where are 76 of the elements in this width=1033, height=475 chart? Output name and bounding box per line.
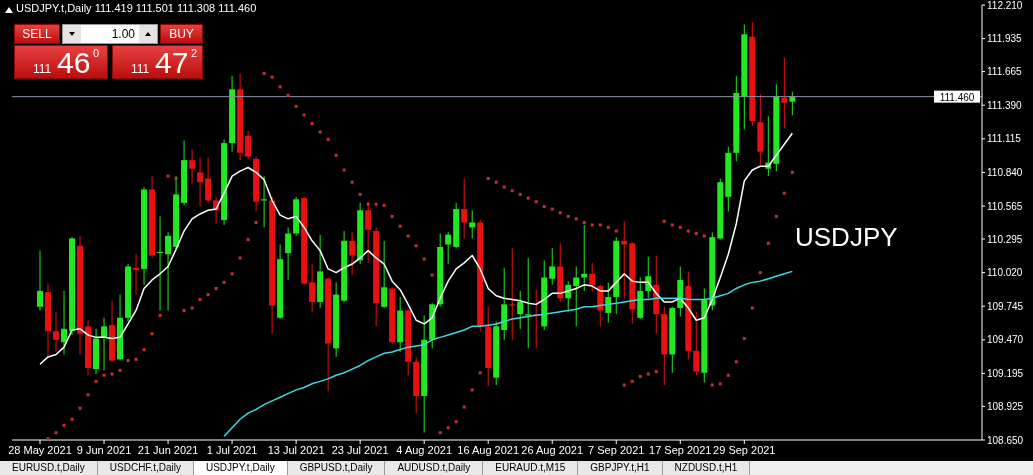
x-tick-label: 23 Jul 2021 [331, 443, 389, 456]
candlestick [261, 175, 268, 228]
candlestick [205, 157, 212, 204]
x-tick-label: 9 Jun 2021 [76, 443, 132, 456]
candlestick [349, 231, 356, 276]
candlestick [589, 262, 596, 292]
tab: NZDUSD.t,H1 [662, 461, 751, 475]
candlestick [445, 231, 452, 265]
annotation: 111 [131, 62, 150, 76]
candlestick [573, 265, 580, 327]
annotation: 46 [57, 46, 91, 80]
x-tick-label: 21 Jun 2021 [137, 443, 199, 456]
y-tick-label: 111.390 [987, 99, 1023, 111]
candlestick [517, 290, 524, 330]
y-tick-label: 110.295 [987, 233, 1023, 245]
tab: AUDUSD.t,Daily [385, 461, 484, 475]
lot-size-field: 1.00 [62, 24, 158, 44]
tab: EURUSD.t,Daily [0, 461, 98, 475]
y-tick-label: 109.195 [987, 367, 1024, 379]
x-tick-label: 4 Aug 2021 [396, 443, 453, 456]
annotation: 0 [93, 47, 100, 59]
candlestick [101, 317, 108, 371]
candlestick [645, 256, 652, 299]
x-tick-label: 7 Sep 2021 [588, 443, 645, 456]
annotation: 2 [191, 47, 198, 59]
annotation: USDJPY [795, 222, 898, 253]
candlestick [245, 130, 252, 160]
sell-button: SELL [14, 24, 60, 44]
annotation: 1.00 [111, 27, 135, 41]
y-tick-label: 110.840 [987, 166, 1023, 178]
annotation: 47 [155, 46, 189, 80]
y-tick-label: 109.470 [987, 334, 1024, 346]
chart-title: USDJPY.t,Daily 111.419 111.501 111.308 111.460 [16, 2, 257, 14]
tab: USDCHF.t,Daily [97, 461, 194, 475]
tab: GBPUSD.t,Daily [287, 461, 386, 475]
ref-line-label: 111.460 [939, 91, 975, 103]
x-tick-label: 16 Aug 2021 [457, 443, 520, 456]
y-tick-label: 111.935 [987, 33, 1023, 45]
y-tick-label: 112.210 [987, 0, 1023, 11]
x-tick-label: 17 Sep 2021 [649, 443, 712, 456]
tab: GBPJPY.t,H1 [578, 461, 663, 475]
x-tick-label: 26 Aug 2021 [521, 443, 584, 456]
line-series [39, 132, 794, 365]
x-tick-label: 29 Sep 2021 [713, 443, 776, 456]
y-tick-label: 111.665 [987, 66, 1023, 78]
candlestick [53, 311, 60, 353]
candlestick [693, 311, 700, 376]
y-tick-label: 110.020 [987, 267, 1023, 279]
tab: USDJPY.t,Daily [193, 461, 288, 475]
tab: EURAUD.t,M15 [483, 461, 579, 475]
candlestick [549, 247, 556, 286]
line-series [223, 270, 794, 438]
candlestick [605, 281, 612, 324]
candlestick [781, 57, 788, 129]
candlestick [189, 148, 196, 184]
x-tick-label: 13 Jul 2021 [267, 443, 325, 456]
y-tick-label: 108.925 [987, 400, 1024, 412]
x-tick-label: 28 May 2021 [8, 443, 72, 456]
candlestick [37, 250, 44, 311]
candlestick [61, 290, 68, 355]
buy-button: BUY [160, 24, 203, 44]
y-tick-label: 108.650 [987, 434, 1024, 446]
candlestick [381, 240, 388, 309]
y-tick-label: 110.565 [987, 200, 1023, 212]
candlestick [165, 231, 172, 311]
candlestick [365, 201, 372, 264]
candlestick [509, 247, 516, 341]
candlestick [461, 178, 468, 239]
candlestick [309, 263, 316, 313]
candlestick [197, 157, 204, 208]
y-tick-label: 109.745 [987, 300, 1024, 312]
candlestick [285, 226, 292, 281]
candlestick [789, 91, 796, 116]
y-tick-label: 111.115 [987, 133, 1022, 145]
annotation: 111 [33, 62, 52, 76]
x-tick-label: 1 Jul 2021 [206, 443, 258, 456]
